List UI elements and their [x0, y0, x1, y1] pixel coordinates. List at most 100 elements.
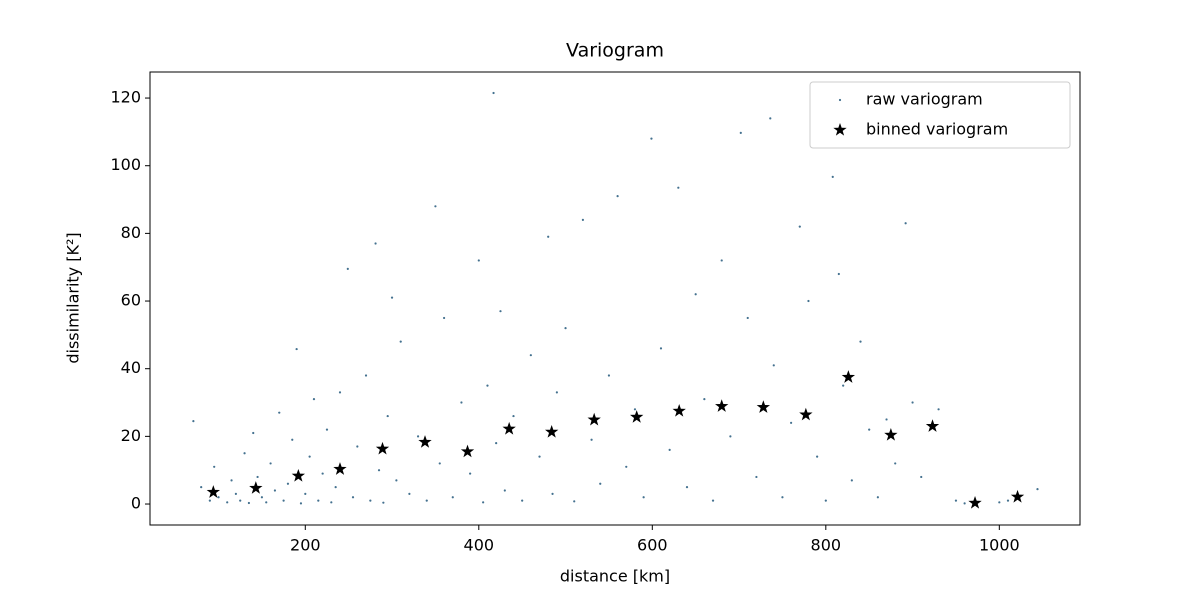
raw-point [338, 391, 342, 394]
raw-point [850, 479, 853, 482]
raw-point [607, 374, 611, 377]
raw-point [408, 492, 411, 495]
raw-point [894, 462, 897, 465]
raw-point [278, 411, 281, 414]
raw-point [192, 420, 195, 423]
raw-point [831, 175, 834, 178]
raw-point [438, 462, 441, 465]
raw-point [503, 489, 506, 492]
raw-point [482, 501, 485, 504]
raw-point [265, 501, 268, 504]
binned-star [418, 435, 432, 448]
raw-point [256, 475, 259, 479]
raw-point [729, 435, 732, 438]
x-tick-label: 1000 [979, 536, 1020, 555]
binned-star [968, 496, 982, 509]
raw-point [816, 455, 819, 458]
legend-label: binned variogram [866, 120, 1008, 139]
x-axis-label: distance [km] [560, 567, 670, 586]
raw-point [769, 117, 772, 120]
raw-point [291, 438, 294, 441]
raw-point [521, 499, 524, 502]
raw-point [573, 500, 576, 503]
raw-point [273, 489, 277, 492]
chart-title: Variogram [566, 40, 664, 62]
raw-point [308, 455, 311, 458]
raw-point [252, 431, 255, 435]
legend-box [809, 81, 1071, 149]
raw-point [772, 364, 775, 367]
raw-point [200, 486, 203, 489]
binned-star [715, 399, 729, 412]
raw-point [499, 310, 502, 313]
raw-point [790, 421, 793, 424]
raw-point [495, 442, 498, 445]
raw-point [529, 354, 532, 357]
raw-point [243, 452, 246, 455]
raw-point [755, 475, 758, 479]
raw-point [781, 496, 784, 499]
raw-point [904, 222, 907, 225]
raw-point [746, 316, 749, 320]
raw-point [937, 408, 940, 411]
raw-point [425, 499, 428, 502]
raw-point [208, 499, 211, 502]
raw-point [356, 445, 359, 448]
binned-star [545, 424, 559, 438]
raw-point [668, 448, 671, 451]
raw-point [477, 259, 480, 262]
raw-point [807, 299, 810, 303]
raw-point [551, 492, 554, 495]
raw-point [321, 472, 324, 475]
raw-point [369, 499, 372, 502]
binned-star [799, 407, 813, 421]
raw-point [555, 391, 558, 394]
raw-point [213, 465, 216, 468]
plot-frame [149, 71, 1081, 526]
raw-point [442, 316, 446, 320]
legend-marker [833, 123, 847, 136]
raw-point [364, 374, 368, 377]
binned-star [925, 419, 940, 432]
binned-star [206, 485, 220, 498]
raw-point [1036, 488, 1039, 491]
raw-point [239, 499, 242, 502]
y-tick-label: 100 [110, 155, 141, 174]
raw-point [798, 225, 801, 228]
x-tick-label: 200 [290, 536, 321, 555]
raw-point [295, 347, 298, 351]
raw-point [390, 296, 394, 299]
raw-point [486, 384, 489, 387]
binned-star [460, 444, 475, 458]
binned-star [672, 403, 686, 417]
raw-point [659, 347, 663, 350]
y-tick-label: 0 [131, 494, 141, 513]
raw-point [451, 496, 454, 499]
raw-point [434, 205, 437, 208]
binned-star [756, 400, 771, 413]
raw-point [564, 327, 567, 330]
raw-point [217, 496, 220, 499]
raw-point [1006, 499, 1010, 502]
raw-point [374, 242, 377, 245]
raw-point [963, 502, 966, 505]
raw-point [395, 479, 398, 482]
binned-star [630, 410, 644, 423]
binned-star [587, 412, 601, 426]
raw-point [711, 499, 715, 502]
legend-marker [838, 98, 842, 102]
raw-point [377, 469, 381, 472]
raw-point [859, 340, 862, 343]
raw-point [492, 91, 495, 95]
x-tick-label: 800 [811, 536, 842, 555]
raw-point [739, 131, 742, 134]
raw-point [469, 472, 472, 475]
raw-point [260, 496, 264, 499]
raw-point [351, 496, 355, 499]
raw-point [625, 465, 628, 468]
raw-point [346, 267, 349, 270]
raw-point [286, 482, 290, 485]
raw-point [299, 502, 303, 505]
raw-point [677, 186, 680, 189]
